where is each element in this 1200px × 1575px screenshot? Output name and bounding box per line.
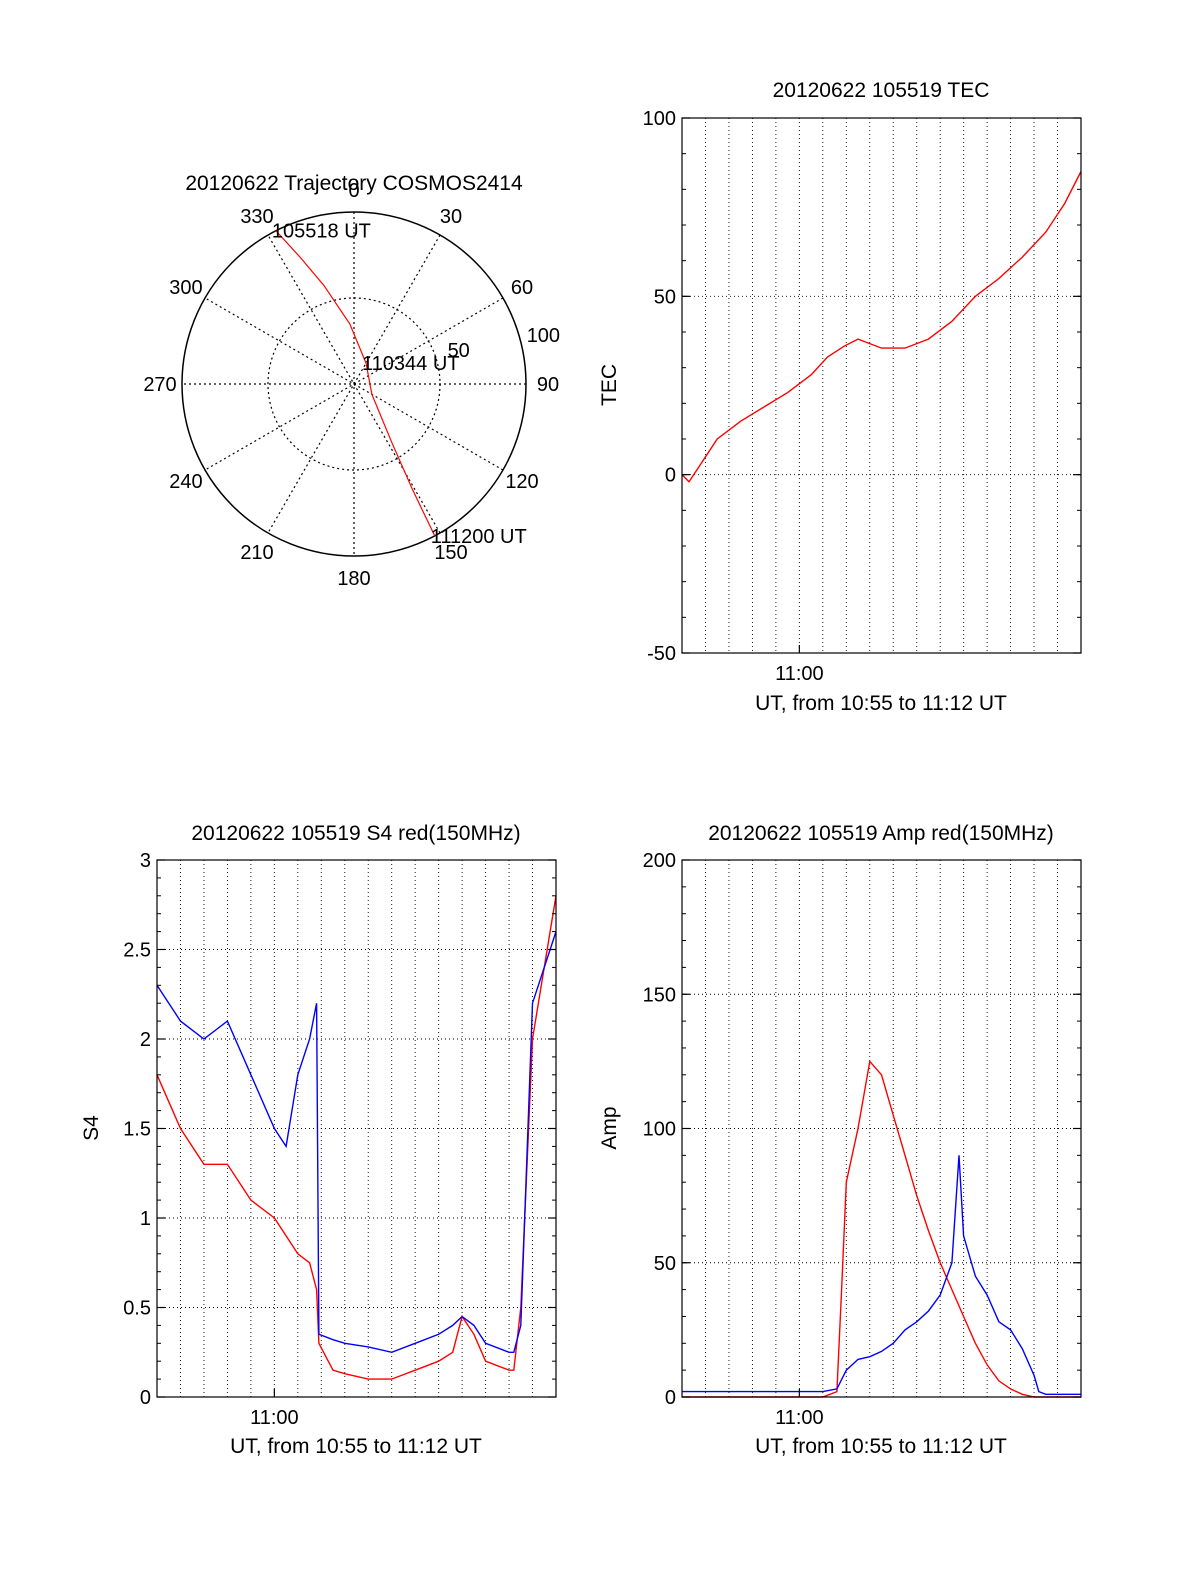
series-line-blue [156,931,557,1354]
y-tick-label: 1 [140,1208,151,1230]
y-tick-label: 2.5 [123,940,151,962]
trajectory-angle-labels: 0 30 60 90 120 150 180 210 240 270 300 330 [143,180,559,590]
polar-angle-label: 270 [143,374,176,396]
series-line-red [682,1059,1081,1398]
y-tick-label: 150 [643,984,676,1006]
polar-angle-label: 300 [169,277,202,299]
polar-angle-label: 210 [240,542,273,564]
y-tick-label: 0 [140,1387,151,1409]
y-tick-label: 50 [654,1253,676,1275]
s4-plot: 0 0.5 1 1.5 2 2.5 3 11:00 [123,850,557,1429]
trajectory-time-label: 110344 UT [362,353,459,375]
tec-ylabel: TEC [598,364,621,406]
s4-title: 20120622 105519 S4 red(150MHz) [191,822,520,845]
trajectory-time-label: 105518 UT [272,221,371,243]
x-tick-label: 11:00 [775,663,824,685]
x-tick-label: 11:00 [775,1407,824,1429]
y-tick-label: 0 [665,465,676,487]
series-line-red [156,895,557,1380]
polar-angle-label: 330 [240,206,273,228]
trajectory-radius-labels: 50 100 [448,325,561,362]
tec-xlabel: UT, from 10:55 to 11:12 UT [755,692,1007,715]
trajectory-line [275,230,436,537]
series-line-red [681,171,1082,483]
y-tick-label: 2 [140,1029,151,1051]
y-tick-label: 100 [643,1119,676,1141]
y-tick-label: 200 [643,850,676,872]
tec-panel: 20120622 105519 TEC TEC UT, from 10:55 t… [598,79,1082,715]
amp-ylabel: Amp [598,1106,621,1149]
tec-plot: -50 0 50 100 11:00 [643,108,1082,685]
polar-spoke [267,234,441,534]
y-tick-label: 0.5 [123,1298,151,1320]
polar-angle-label: 150 [434,542,467,564]
trajectory-grid [181,211,527,557]
polar-angle-label: 120 [505,471,538,493]
polar-angle-label: 240 [169,471,202,493]
trajectory-panel: 20120622 Trajectory COSMOS2414 0 30 60 90 12… [143,172,560,590]
s4-ylabel: S4 [80,1115,103,1141]
polar-angle-label: 0 [348,180,359,202]
plot-frame [156,859,557,1398]
polar-angle-label: 30 [440,206,462,228]
amp-panel: 20120622 105519 Amp red(150MHz) Amp UT, … [598,822,1082,1458]
y-tick-label: 50 [654,286,676,308]
plot-frame [681,859,1082,1398]
series-line-blue [682,1155,1081,1395]
y-tick-label: 3 [140,850,151,872]
s4-panel: 20120622 105519 S4 red(150MHz) S4 UT, fr… [80,822,557,1458]
y-tick-label: 1.5 [123,1119,151,1141]
amp-xlabel: UT, from 10:55 to 11:12 UT [755,1435,1007,1458]
trajectory-time-label: 111200 UT [431,526,527,548]
polar-radius-label: 50 [448,340,470,362]
trajectory-annotations: 105518 UT 110344 UT 111200 UT [272,221,527,548]
y-tick-label: 0 [665,1387,676,1409]
y-tick-label: -50 [647,643,676,665]
polar-angle-label: 180 [337,568,370,590]
amp-title: 20120622 105519 Amp red(150MHz) [708,822,1054,845]
polar-radius-label: 100 [527,325,560,347]
x-tick-label: 11:00 [250,1407,299,1429]
plot-frame [681,117,1082,654]
s4-xlabel: UT, from 10:55 to 11:12 UT [230,1435,482,1458]
polar-angle-label: 60 [511,277,533,299]
y-tick-label: 100 [643,108,676,130]
trajectory-title: 20120622 Trajectory COSMOS2414 [185,172,523,195]
trajectory-series [275,230,436,537]
tec-title: 20120622 105519 TEC [773,79,990,102]
amp-plot: 0 50 100 150 200 11:00 [643,850,1082,1429]
polar-angle-label: 90 [537,374,559,396]
